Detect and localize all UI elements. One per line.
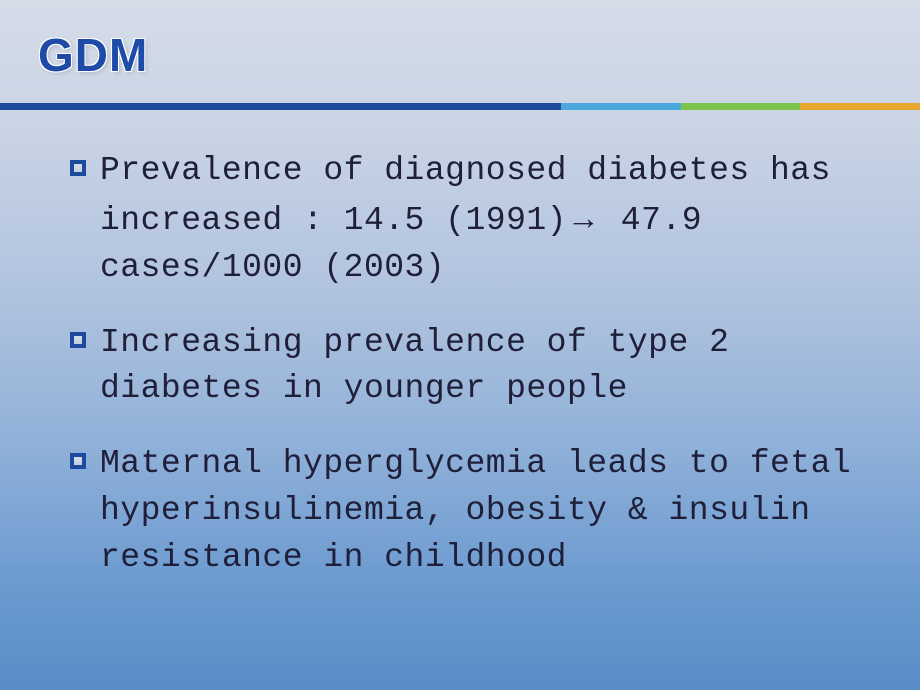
bullet-text: Prevalence of diagnosed diabetes has inc… — [100, 148, 870, 292]
divider-segment-orange — [800, 103, 920, 110]
divider-segment-cyan — [561, 103, 681, 110]
arrow-icon: → — [567, 199, 601, 236]
title-area: GDM — [0, 0, 920, 95]
bullet-marker-icon — [70, 160, 86, 176]
divider-segment-green — [681, 103, 801, 110]
content-area: Prevalence of diagnosed diabetes has inc… — [0, 110, 920, 582]
bullet-text-part: Prevalence of diagnosed diabetes has inc… — [100, 152, 831, 239]
divider-bar — [0, 103, 920, 110]
bullet-text-part: Increasing prevalence of type 2 diabetes… — [100, 324, 729, 408]
bullet-item: Maternal hyperglycemia leads to fetal hy… — [70, 441, 870, 582]
divider-segment-navy — [0, 103, 561, 110]
bullet-marker-icon — [70, 453, 86, 469]
slide-title: GDM — [38, 28, 920, 82]
bullet-text-part: Maternal hyperglycemia leads to fetal hy… — [100, 445, 851, 576]
bullet-text: Maternal hyperglycemia leads to fetal hy… — [100, 441, 870, 582]
bullet-text: Increasing prevalence of type 2 diabetes… — [100, 320, 870, 414]
bullet-item: Increasing prevalence of type 2 diabetes… — [70, 320, 870, 414]
bullet-item: Prevalence of diagnosed diabetes has inc… — [70, 148, 870, 292]
bullet-marker-icon — [70, 332, 86, 348]
